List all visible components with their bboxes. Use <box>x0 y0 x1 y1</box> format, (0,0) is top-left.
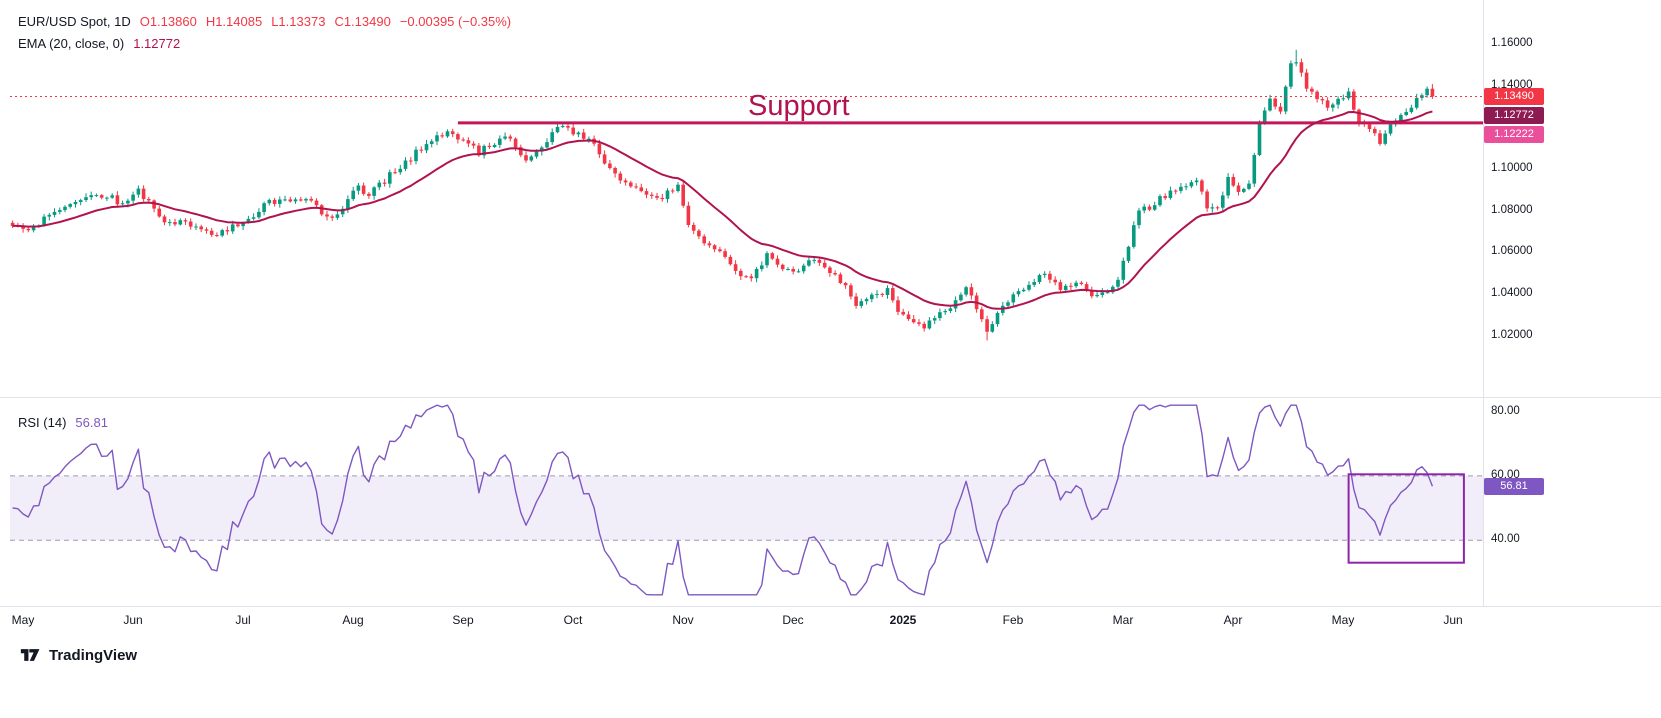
tradingview-watermark[interactable]: TradingView <box>20 646 137 664</box>
support-price-badge: 1.12222 <box>1484 126 1544 143</box>
panel-separators <box>0 0 1661 607</box>
price-tick-label: 1.08000 <box>1491 204 1533 216</box>
watermark-text: TradingView <box>49 646 138 664</box>
symbol-title[interactable]: EUR/USD Spot, 1D <box>18 14 131 29</box>
legend-symbol-row[interactable]: EUR/USD Spot, 1D O1.13860 H1.14085 L1.13373… <box>18 14 511 29</box>
ema-line <box>12 110 1433 310</box>
month-label: May <box>1331 613 1355 627</box>
ohlc-change: −0.00395 (−0.35%) <box>399 14 512 29</box>
month-label: Aug <box>342 613 364 627</box>
price-tick-label: 1.16000 <box>1491 37 1533 49</box>
month-label: Jul <box>235 613 251 627</box>
month-label: Oct <box>563 613 583 627</box>
time-scale[interactable]: May Jun Jul Aug Sep Oct Nov Dec 2025 Feb Mar Apr May… <box>0 607 1661 637</box>
rsi-line <box>12 404 1434 596</box>
rsi-band <box>10 475 1483 541</box>
rsi-label: RSI (14) <box>18 415 67 430</box>
month-label: May <box>11 613 35 627</box>
legend-rsi-row[interactable]: RSI (14) 56.81 <box>18 415 108 430</box>
month-label: Apr <box>1223 613 1243 627</box>
last-price-badge: 1.13490 <box>1484 88 1544 105</box>
price-scale[interactable]: 1.16000 1.14000 1.10000 1.08000 1.06000 1.040… <box>1483 0 1661 607</box>
ema-label: EMA (20, close, 0) <box>18 36 125 51</box>
candles <box>10 49 1435 341</box>
price-tick-label: 1.06000 <box>1491 245 1533 257</box>
price-tick-label: 1.04000 <box>1491 287 1533 299</box>
support-annotation[interactable]: Support <box>748 90 850 122</box>
month-label: Jun <box>1443 613 1463 627</box>
month-label: Mar <box>1112 613 1134 627</box>
month-label: Sep <box>452 613 474 627</box>
ohlc-close: C1.13490 <box>334 14 391 29</box>
ema-value: 1.12772 <box>133 36 181 51</box>
rsi-value: 56.81 <box>75 415 108 430</box>
ohlc-low: L1.13373 <box>271 14 326 29</box>
month-label: Dec <box>782 613 804 627</box>
month-label: Feb <box>1002 613 1024 627</box>
month-label: Jun <box>123 613 143 627</box>
month-label: 2025 <box>889 613 917 627</box>
rsi-value-badge: 56.81 <box>1484 478 1544 495</box>
rsi-tick-label: 40.00 <box>1491 533 1520 545</box>
legend-ema-row[interactable]: EMA (20, close, 0) 1.12772 <box>18 36 180 51</box>
month-label: Nov <box>672 613 694 627</box>
ohlc-open: O1.13860 <box>139 14 197 29</box>
rsi-highlight-rect[interactable] <box>1347 473 1465 564</box>
rsi-tick-label: 80.00 <box>1491 405 1520 417</box>
ema-price-badge: 1.12772 <box>1484 107 1544 124</box>
tradingview-logo-icon <box>20 649 40 661</box>
ohlc-high: H1.14085 <box>205 14 263 29</box>
price-tick-label: 1.10000 <box>1491 162 1533 174</box>
price-tick-label: 1.02000 <box>1491 329 1533 341</box>
